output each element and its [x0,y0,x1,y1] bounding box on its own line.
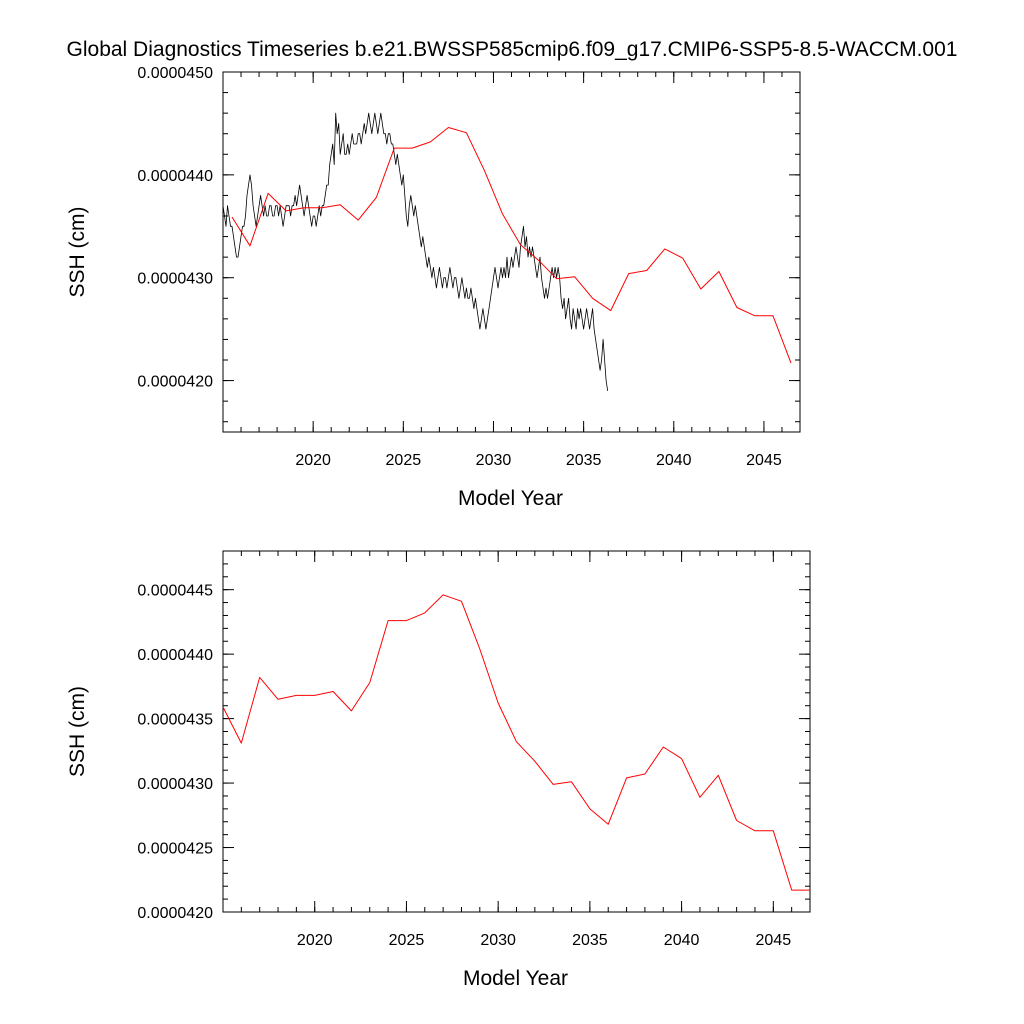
y-tick-label: 0.0000435 [137,712,213,729]
x-tick-label: 2025 [386,452,422,469]
y-tick-label: 0.0000430 [137,776,213,793]
monthly-ssh-line [222,112,609,391]
annual-ssh-line [222,594,810,891]
top-panel: 2020 2025 2030 2035 2040 2045 0.0000420 0.00004… [66,65,801,510]
chart-title: Global Diagnostics Timeseries b.e21.BWSS… [67,38,958,61]
bottom-panel: 2020 2025 2030 2035 2040 2045 0.0000420 0.00004… [66,550,811,990]
plot-frame [222,71,801,433]
x-tick-label: 2020 [295,452,331,469]
y-tick-label: 0.0000425 [137,841,213,858]
y-tick-label: 0.0000450 [137,65,213,82]
y-tick-label: 0.0000420 [137,905,213,922]
x-tick-label: 2025 [389,932,425,949]
x-tick-label: 2045 [746,452,782,469]
x-tick-label: 2030 [480,932,516,949]
x-tick-label: 2030 [476,452,512,469]
x-axis-title: Model Year [463,967,568,990]
plot-frame [222,550,811,913]
x-tick-label: 2045 [756,932,792,949]
x-axis-title: Model Year [458,487,563,510]
y-tick-label: 0.0000420 [137,374,213,391]
y-tick-label: 0.0000445 [137,583,213,600]
annual-ssh-line [231,127,792,364]
y-tick-label: 0.0000430 [137,271,213,288]
x-tick-label: 2040 [656,452,692,469]
y-axis-title: SSH (cm) [66,686,89,777]
y-axis-title: SSH (cm) [66,207,89,298]
x-tick-label: 2035 [572,932,608,949]
y-tick-label: 0.0000440 [137,168,213,185]
y-tick-label: 0.0000440 [137,647,213,664]
x-tick-label: 2035 [566,452,602,469]
x-tick-label: 2020 [297,932,333,949]
x-tick-label: 2040 [664,932,700,949]
